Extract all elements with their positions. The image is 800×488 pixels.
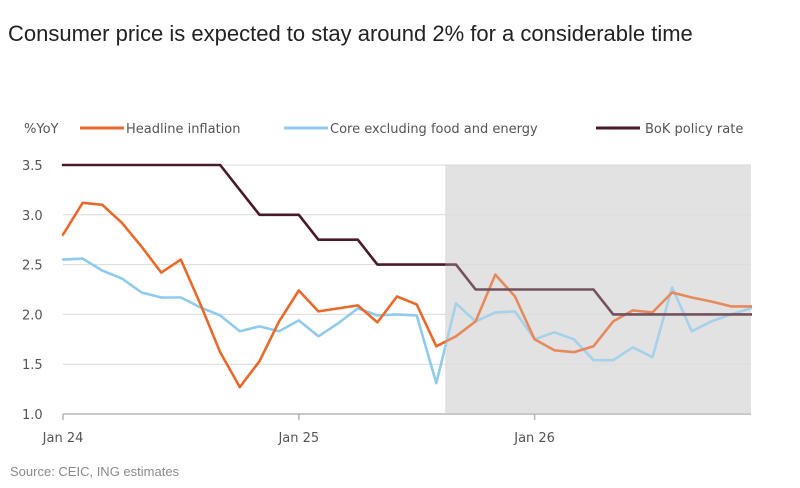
y-axis-unit-label: %YoY <box>24 122 59 137</box>
legend-label-bok: BoK policy rate <box>645 122 743 137</box>
bok-policy-rate-line <box>61 163 753 316</box>
legend: %YoY Headline inflation Core excluding f… <box>24 122 743 137</box>
core-inflation-line <box>61 257 753 385</box>
y-tick-label: 3.0 <box>22 209 43 224</box>
y-tick-label: 1.5 <box>22 358 43 373</box>
chart-title: Consumer price is expected to stay aroun… <box>8 21 693 46</box>
series-lines <box>61 163 753 414</box>
forecast-overlay <box>445 165 751 414</box>
headline-inflation-line <box>61 201 753 389</box>
y-axis-ticks: 1.0 1.5 2.0 2.5 3.0 3.5 <box>22 159 43 423</box>
x-tick-label: Jan 24 <box>42 431 84 446</box>
y-tick-label: 1.0 <box>22 408 43 423</box>
x-axis-ticks: Jan 24 Jan 25 Jan 26 <box>42 414 555 446</box>
legend-label-core: Core excluding food and energy <box>330 122 538 137</box>
y-tick-label: 2.5 <box>22 259 43 274</box>
y-tick-label: 3.5 <box>22 159 43 174</box>
legend-label-headline: Headline inflation <box>126 122 241 137</box>
y-tick-label: 2.0 <box>22 308 43 323</box>
x-tick-label: Jan 25 <box>277 431 319 446</box>
x-tick-label: Jan 26 <box>513 431 555 446</box>
source-note: Source: CEIC, ING estimates <box>10 464 180 479</box>
